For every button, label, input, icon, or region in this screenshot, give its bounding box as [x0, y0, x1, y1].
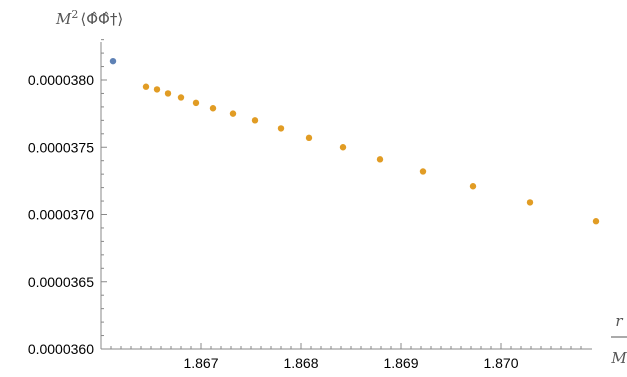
point-orange — [251, 117, 259, 124]
point-orange — [192, 99, 200, 107]
point-orange — [305, 134, 313, 142]
y-axis-label: M2 ⟨Φ̂Φ̂†⟩ — [55, 8, 123, 28]
y-tick-label: 0.0000375 — [28, 139, 94, 155]
point-orange — [177, 94, 185, 101]
y-tick-label: 0.0000360 — [28, 341, 94, 357]
point-orange — [526, 199, 534, 206]
point-orange — [142, 83, 150, 90]
point-orange — [339, 144, 347, 151]
axis-labels: M2 ⟨Φ̂Φ̂†⟩rM — [55, 8, 627, 367]
x-tick-label: 1.868 — [283, 355, 318, 371]
point-orange — [209, 105, 217, 112]
y-axis-label-sup: 2 — [71, 8, 78, 21]
point-orange — [376, 156, 384, 163]
x-tick-label: 1.867 — [183, 355, 218, 371]
data-points — [109, 57, 600, 225]
point-orange — [419, 168, 427, 175]
y-tick-label: 0.0000370 — [28, 207, 94, 223]
point-blue — [109, 57, 117, 65]
point-orange — [229, 110, 237, 117]
point-orange — [592, 218, 600, 225]
ticks: 0.0000360 0.0000365 0.0000370 0.0000375 0.00… — [28, 39, 582, 371]
x-axis-label-numerator: r — [615, 312, 623, 330]
point-orange — [164, 90, 172, 97]
y-axis-label-base: M — [55, 10, 72, 28]
point-orange — [153, 86, 161, 93]
point-orange — [469, 183, 477, 190]
x-axis-label-denominator: M — [610, 349, 627, 367]
x-tick-label: 1.870 — [483, 355, 518, 371]
x-tick-label: 1.869 — [383, 355, 418, 371]
y-axis-label-body: ⟨Φ̂Φ̂†⟩ — [80, 10, 123, 28]
y-tick-label: 0.0000380 — [28, 72, 94, 88]
axes — [100, 42, 592, 350]
y-tick-label: 0.0000365 — [28, 274, 94, 290]
point-orange — [277, 125, 285, 132]
